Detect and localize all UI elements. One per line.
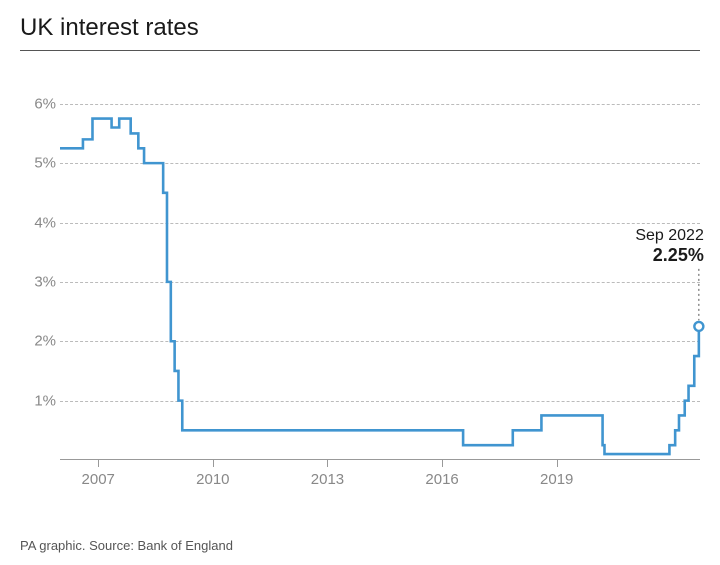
y-axis-label: 6% <box>26 95 56 112</box>
y-axis-label: 5% <box>26 155 56 172</box>
annotation-value: 2.25% <box>604 245 704 266</box>
y-axis-label: 1% <box>26 392 56 409</box>
x-axis-label: 2010 <box>196 471 229 488</box>
line-chart-svg <box>60 80 700 460</box>
x-axis-label: 2016 <box>425 471 458 488</box>
source-footer: PA graphic. Source: Bank of England <box>20 538 233 553</box>
chart-container: UK interest rates 1%2%3%4%5%6%2007201020… <box>0 0 720 565</box>
x-axis-label: 2013 <box>311 471 344 488</box>
x-axis-label: 2019 <box>540 471 573 488</box>
chart-title: UK interest rates <box>20 14 199 42</box>
y-axis-label: 4% <box>26 214 56 231</box>
y-axis-label: 2% <box>26 333 56 350</box>
plot-region: 1%2%3%4%5%6%20072010201320162019Sep 2022… <box>60 80 700 460</box>
end-marker <box>694 322 703 331</box>
x-tick <box>327 460 328 467</box>
x-tick <box>98 460 99 467</box>
x-tick <box>213 460 214 467</box>
chart-area: 1%2%3%4%5%6%20072010201320162019Sep 2022… <box>50 70 700 490</box>
x-tick <box>557 460 558 467</box>
x-tick <box>442 460 443 467</box>
latest-annotation: Sep 20222.25% <box>604 227 704 266</box>
rate-line <box>60 119 699 454</box>
annotation-date: Sep 2022 <box>604 227 704 245</box>
title-divider <box>20 50 700 51</box>
y-axis-label: 3% <box>26 273 56 290</box>
x-axis-label: 2007 <box>82 471 115 488</box>
